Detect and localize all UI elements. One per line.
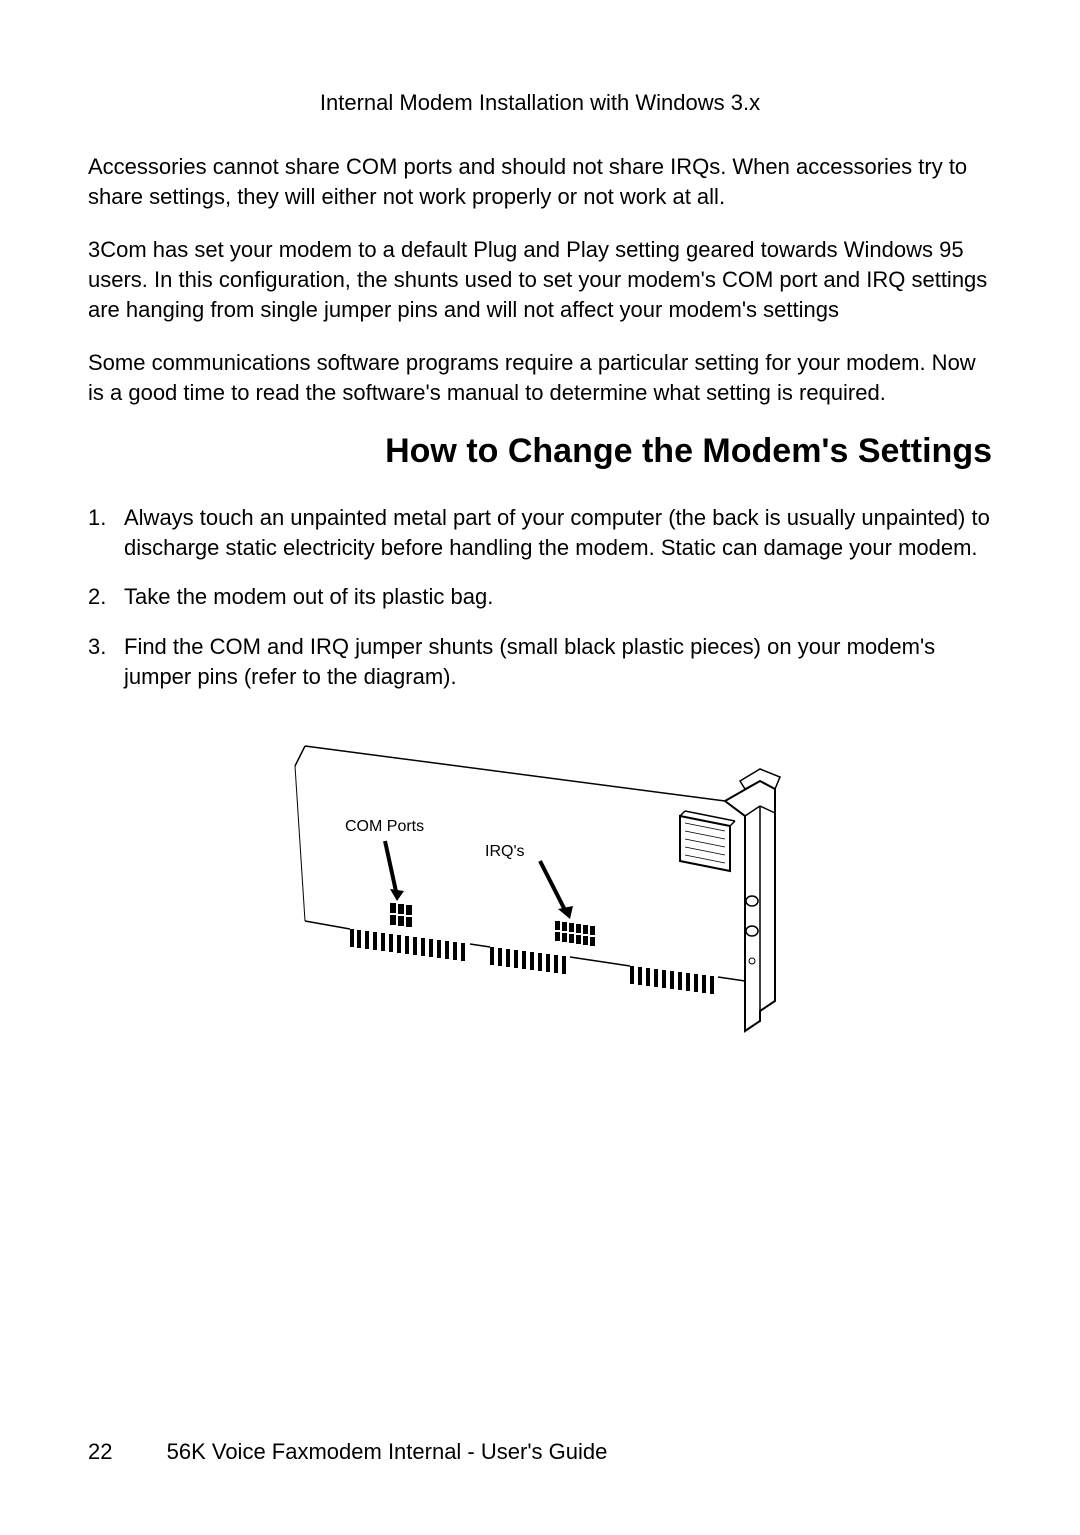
section-heading: How to Change the Modem's Settings xyxy=(88,432,992,471)
modem-svg: COM Ports IRQ's xyxy=(285,711,795,1051)
edge-connector-2 xyxy=(490,947,566,974)
paragraph-3: Some communications software programs re… xyxy=(88,348,992,407)
header-title: Internal Modem Installation with Windows… xyxy=(320,90,760,115)
paragraph-1: Accessories cannot share COM ports and s… xyxy=(88,152,992,211)
paragraph-2: 3Com has set your modem to a default Plu… xyxy=(88,235,992,324)
list-item-3: Find the COM and IRQ jumper shunts (smal… xyxy=(88,632,992,691)
edge-connector-1 xyxy=(350,929,465,961)
irqs-label: IRQ's xyxy=(485,843,525,860)
page-number: 22 xyxy=(88,1439,112,1465)
list-item-1: Always touch an unpainted metal part of … xyxy=(88,503,992,562)
instructions-list: Always touch an unpainted metal part of … xyxy=(88,503,992,691)
page-footer: 22 56K Voice Faxmodem Internal - User's … xyxy=(88,1439,607,1465)
footer-title: 56K Voice Faxmodem Internal - User's Gui… xyxy=(167,1439,608,1464)
com-ports-label: COM Ports xyxy=(345,818,424,835)
com-jumper-block xyxy=(390,903,412,927)
page-header: Internal Modem Installation with Windows… xyxy=(88,90,992,116)
edge-connector-3 xyxy=(630,966,714,994)
list-item-2: Take the modem out of its plastic bag. xyxy=(88,582,992,612)
modem-diagram: COM Ports IRQ's xyxy=(88,711,992,1056)
irq-jumper-block xyxy=(555,921,595,946)
